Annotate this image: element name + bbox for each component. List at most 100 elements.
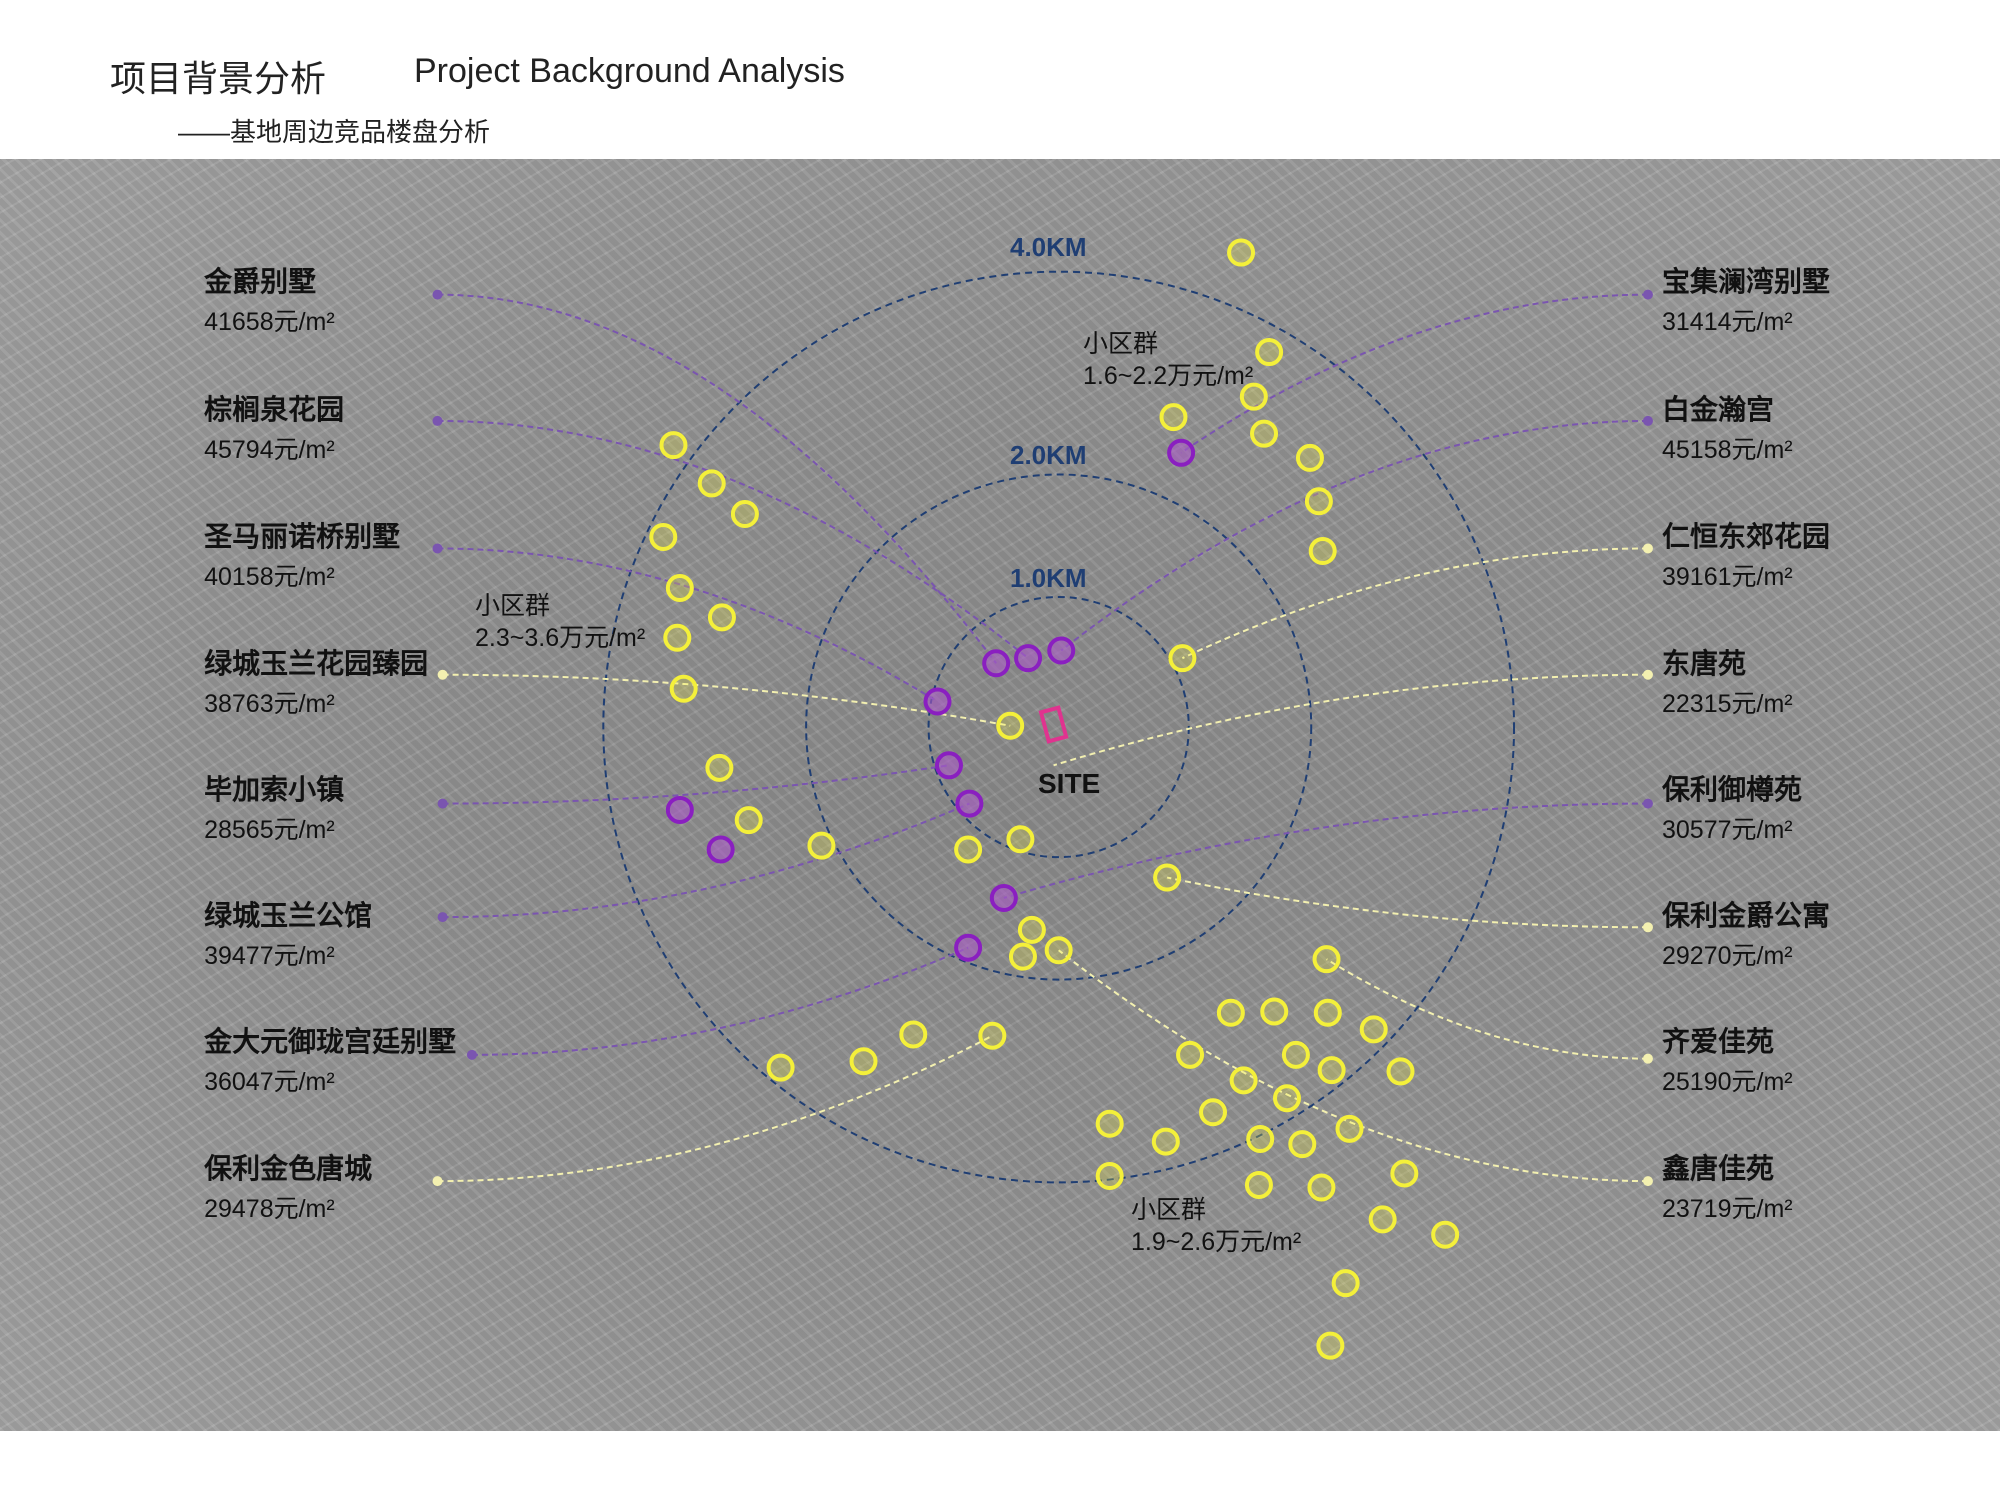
residential-marker <box>1255 338 1284 367</box>
project-name: 保利御樽苑 <box>1661 773 1802 805</box>
connector-line <box>1180 293 1648 454</box>
project-label: 保利御樽苑 30577元/m² <box>1662 768 1802 846</box>
project-name: 保利金色唐城 <box>204 1152 373 1184</box>
project-name: 金爵别墅 <box>204 266 317 298</box>
residential-marker <box>1176 1040 1205 1069</box>
residential-marker <box>730 500 759 529</box>
project-price: 30577元/m² <box>1661 815 1793 844</box>
page-subtitle: ——基地周边竞品楼盘分析 <box>178 117 491 147</box>
ring-1km <box>927 595 1190 859</box>
connector-endpoint <box>1642 1176 1653 1187</box>
connector-line <box>1060 419 1648 652</box>
residential-marker <box>1260 997 1289 1026</box>
connector-endpoint <box>437 798 448 809</box>
connector-endpoint <box>1642 415 1653 426</box>
residential-marker <box>1095 1162 1124 1191</box>
project-price: 31414元/m² <box>1661 308 1793 337</box>
connector-endpoint <box>1642 289 1653 300</box>
project-label: 东唐苑 22315元/m² <box>1662 642 1793 720</box>
project-label: 绿城玉兰公馆 39477元/m² <box>204 894 372 972</box>
project-name: 圣马丽诺桥别墅 <box>204 521 401 553</box>
connector-line <box>1166 876 1648 929</box>
residential-marker <box>978 1021 1007 1050</box>
site-label: SITE <box>1038 768 1101 799</box>
project-price: 40158元/m² <box>204 563 335 592</box>
connector-endpoint <box>437 669 448 680</box>
project-label: 保利金爵公寓 29270元/m² <box>1662 894 1830 972</box>
cluster-title: 小区群 <box>1131 1196 1207 1224</box>
villa-marker <box>934 751 963 780</box>
project-price: 29478元/m² <box>204 1194 335 1223</box>
project-label: 白金瀚宫 45158元/m² <box>1662 388 1793 466</box>
project-price: 22315元/m² <box>1661 689 1793 718</box>
residential-marker <box>707 603 736 632</box>
project-name: 绿城玉兰花园臻园 <box>204 647 429 679</box>
residential-marker <box>1308 537 1337 566</box>
connector-endpoint <box>1642 1053 1653 1064</box>
connector-line <box>437 547 939 703</box>
residential-marker <box>1244 1170 1273 1199</box>
project-label: 宝集澜湾别墅 31414元/m² <box>1662 260 1830 338</box>
project-price: 36047元/m² <box>204 1068 335 1097</box>
residential-marker <box>1288 1130 1317 1159</box>
villa-marker <box>706 835 735 864</box>
residential-marker <box>1168 644 1197 673</box>
ring-label-4km: 4.0KM <box>1010 232 1087 262</box>
residential-marker <box>1281 1040 1310 1069</box>
project-name: 白金瀚宫 <box>1661 393 1774 425</box>
villa-marker <box>923 687 952 716</box>
villa-marker <box>665 795 694 824</box>
connector-endpoint <box>1642 669 1653 680</box>
connector-endpoint <box>432 415 443 426</box>
project-label: 毕加索小镇 28565元/m² <box>204 768 344 846</box>
residential-marker <box>1335 1114 1364 1143</box>
connector-line <box>471 946 969 1056</box>
residential-marker <box>1229 1066 1258 1095</box>
connector-line <box>442 764 950 805</box>
residential-marker <box>1272 1084 1301 1113</box>
project-price: 28565元/m² <box>204 815 335 844</box>
residential-marker <box>1304 487 1333 516</box>
project-label: 仁恒东郊花园 39161元/m² <box>1662 515 1830 593</box>
page-title: 项目背景分析 <box>110 58 327 99</box>
residential-marker <box>1239 382 1268 411</box>
cluster-north: 小区群 1.6~2.2万元/m² <box>1083 328 1253 392</box>
satellite-map <box>0 159 2000 1431</box>
residential-marker <box>705 753 734 782</box>
residential-marker <box>1317 1056 1346 1085</box>
project-price: 29270元/m² <box>1661 942 1793 971</box>
ring-4km <box>602 270 1516 1184</box>
residential-marker <box>659 431 688 460</box>
project-name: 仁恒东郊花园 <box>1661 521 1830 553</box>
connector-endpoint <box>437 912 448 923</box>
project-name: 宝集澜湾别墅 <box>1661 266 1830 298</box>
project-price: 25190元/m² <box>1661 1068 1793 1097</box>
villa-marker <box>982 649 1011 678</box>
residential-marker <box>1008 942 1037 971</box>
residential-marker <box>1151 1127 1180 1156</box>
project-name: 绿城玉兰公馆 <box>204 900 373 932</box>
project-name: 金大元御珑宫廷别墅 <box>204 1026 457 1058</box>
connector-endpoint <box>1642 922 1653 933</box>
project-name: 鑫唐佳苑 <box>1661 1152 1774 1184</box>
residential-marker <box>1313 998 1342 1027</box>
project-price: 23719元/m² <box>1661 1194 1793 1223</box>
residential-marker <box>1227 238 1256 267</box>
residential-marker <box>1006 825 1035 854</box>
project-price: 41658元/m² <box>204 308 335 337</box>
project-name: 毕加索小镇 <box>204 773 345 805</box>
connector-line <box>437 1034 993 1183</box>
project-name: 保利金爵公寓 <box>1661 900 1830 932</box>
residential-marker <box>1017 915 1046 944</box>
project-label: 圣马丽诺桥别墅 40158元/m² <box>204 515 400 593</box>
residential-marker <box>1368 1205 1397 1234</box>
project-label: 鑫唐佳苑 23719元/m² <box>1662 1147 1793 1225</box>
project-name: 齐爱佳苑 <box>1661 1026 1774 1058</box>
connector-endpoint <box>432 1176 443 1187</box>
residential-marker <box>1331 1269 1360 1298</box>
residential-marker <box>1316 1331 1345 1360</box>
residential-marker <box>663 623 692 652</box>
ring-label-1km: 1.0KM <box>1010 563 1087 593</box>
project-price: 39161元/m² <box>1661 563 1793 592</box>
